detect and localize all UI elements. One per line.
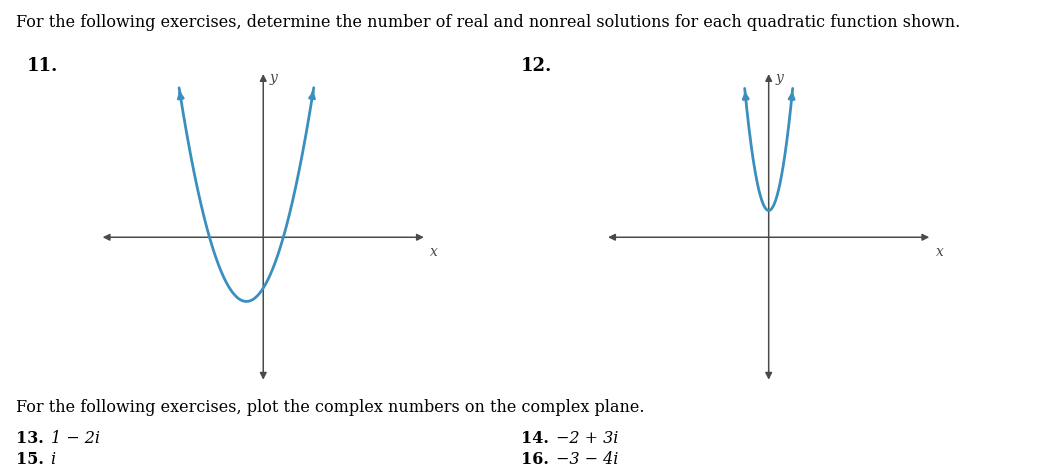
Text: i: i (51, 451, 56, 468)
Text: 15.: 15. (16, 451, 43, 468)
Text: −3 − 4i: −3 − 4i (556, 451, 618, 468)
Text: For the following exercises, plot the complex numbers on the complex plane.: For the following exercises, plot the co… (16, 399, 644, 416)
Text: 16.: 16. (521, 451, 549, 468)
Text: 13.: 13. (16, 430, 43, 447)
Text: 12.: 12. (521, 57, 553, 75)
Text: −2 + 3i: −2 + 3i (556, 430, 618, 447)
Text: y: y (775, 71, 783, 85)
Text: 14.: 14. (521, 430, 549, 447)
Text: x: x (430, 245, 438, 259)
Text: 1 − 2i: 1 − 2i (51, 430, 100, 447)
Text: For the following exercises, determine the number of real and nonreal solutions : For the following exercises, determine t… (16, 14, 960, 31)
Text: 11.: 11. (26, 57, 58, 75)
Text: x: x (935, 245, 943, 259)
Text: y: y (270, 71, 278, 85)
